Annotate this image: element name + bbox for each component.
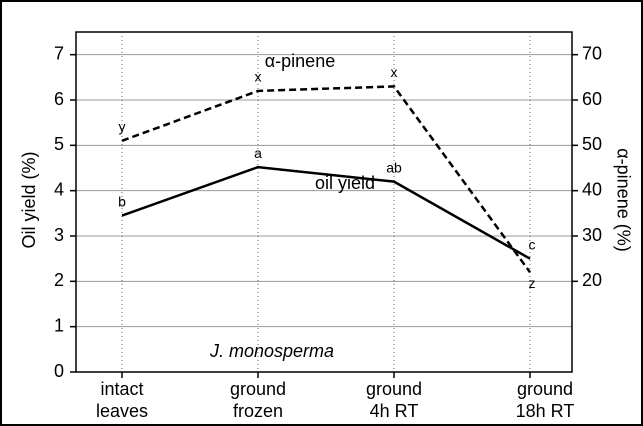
y-tick-label: 1 — [54, 315, 64, 335]
y-tick-label: 7 — [54, 43, 64, 63]
x-tick-label: leaves — [96, 401, 148, 421]
x-tick-label: intact — [100, 379, 143, 399]
y-tick-label: 2 — [54, 270, 64, 290]
species-annotation: J. monosperma — [209, 341, 334, 361]
y2-tick-label: 40 — [582, 179, 602, 199]
y2-tick-label: 70 — [582, 43, 602, 63]
series-label: α-pinene — [265, 51, 335, 71]
significance-letter: x — [255, 69, 262, 85]
significance-letter: y — [119, 119, 126, 135]
x-tick-label: ground — [366, 379, 422, 399]
significance-letter: b — [118, 193, 126, 209]
y2-tick-label: 50 — [582, 134, 602, 154]
significance-letter: c — [529, 236, 536, 252]
series-label: oil yield — [315, 173, 375, 193]
y-tick-label: 4 — [54, 179, 64, 199]
y2-tick-label: 20 — [582, 270, 602, 290]
series-line — [121, 85, 532, 274]
x-tick-label: 18h RT — [516, 401, 575, 421]
y-axis-label: Oil yield (%) — [19, 151, 39, 248]
plot-area — [75, 31, 573, 373]
y-tick-label: 0 — [54, 361, 64, 381]
x-tick-label: 4h RT — [370, 401, 419, 421]
y-tick-label: 6 — [54, 89, 64, 109]
series-line — [121, 165, 531, 260]
x-tick-label: ground — [517, 379, 573, 399]
x-tick-label: ground — [230, 379, 286, 399]
significance-letter: ab — [386, 159, 402, 175]
x-tick-label: frozen — [233, 401, 283, 421]
y-tick-label: 3 — [54, 225, 64, 245]
y2-tick-label: 60 — [582, 89, 602, 109]
significance-letter: z — [529, 275, 536, 291]
significance-letter: x — [391, 64, 398, 80]
significance-letter: a — [254, 145, 262, 161]
y2-axis-label: α-pinene (%) — [613, 148, 633, 251]
y-tick-label: 5 — [54, 134, 64, 154]
y2-tick-label: 30 — [582, 225, 602, 245]
